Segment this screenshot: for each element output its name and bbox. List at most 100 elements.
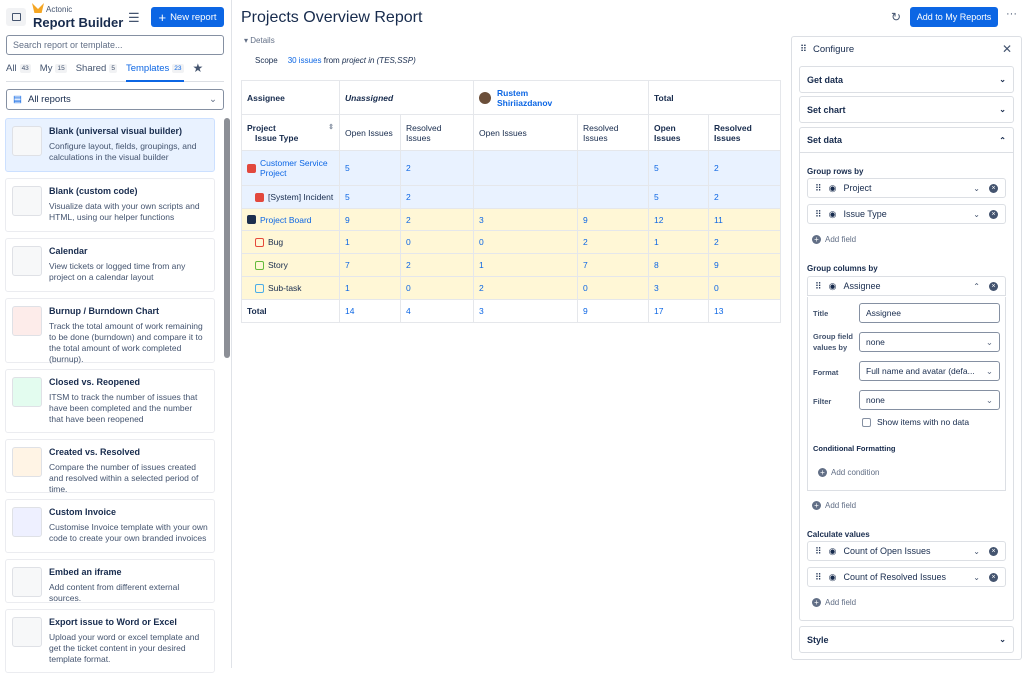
total-cell[interactable]: 14 [339,299,401,323]
value-cell[interactable]: 2 [708,230,781,254]
value-cell[interactable]: 7 [339,253,401,277]
value-cell[interactable]: 5 [339,185,401,209]
chevron-up-icon: ⌃ [973,281,980,291]
sidebar-toggle-button[interactable] [6,8,26,26]
issue-type-label: Story [268,259,288,270]
value-cell[interactable]: 0 [473,230,578,254]
issues-link[interactable]: 30 issues [287,56,322,65]
drag-handle-icon[interactable]: ⠿ [800,44,807,55]
total-cell[interactable]: 3 [473,299,578,323]
format-select[interactable]: Full name and avatar (defa... ⌄ [859,361,1000,381]
value-cell[interactable]: 3 [473,208,578,231]
value-cell[interactable]: 5 [648,150,709,186]
calc-field[interactable]: ⠿ ◉ Count of Resolved Issues ⌄ × [807,567,1006,587]
list-icon: ▤ [13,94,22,105]
actonic-logo [32,3,44,13]
incident-icon [255,193,264,203]
value-cell[interactable]: 1 [339,230,401,254]
value-cell[interactable]: 2 [400,185,474,209]
scope: Scope 30 issues from project in (TES,SSP) [255,56,416,65]
calc-field[interactable]: ⠿ ◉ Count of Open Issues ⌄ × [807,541,1006,561]
value-cell[interactable]: 9 [339,208,401,231]
value-cell[interactable]: 0 [577,276,649,300]
group-row-field[interactable]: ⠿ ◉ Project ⌄ × [807,178,1006,198]
value-cell[interactable]: 2 [400,253,474,277]
value-cell[interactable]: 1 [648,230,709,254]
total-cell[interactable]: 17 [648,299,709,323]
template-card[interactable]: Custom Invoice Customise Invoice template… [5,499,215,553]
template-card[interactable]: Blank (custom code) Visualize data with y… [5,178,215,232]
tab-shared[interactable]: Shared 5 [75,63,117,74]
value-cell[interactable]: 1 [339,276,401,300]
add-field-button[interactable]: + Add field [812,501,856,510]
value-cell[interactable]: 2 [400,150,474,186]
section-style[interactable]: Style ⌄ [799,626,1014,653]
value-cell[interactable]: 2 [708,150,781,186]
star-icon[interactable]: ★ [192,61,204,75]
total-cell[interactable]: 4 [400,299,474,323]
section-set-chart[interactable]: Set chart ⌄ [799,96,1014,123]
value-cell[interactable]: 9 [708,253,781,277]
refresh-icon[interactable]: ↻ [891,10,902,24]
tab-all[interactable]: All 43 [6,63,31,74]
project-link[interactable]: Project Board [260,214,312,225]
value-cell[interactable]: 9 [577,208,649,231]
value-cell[interactable]: 0 [708,276,781,300]
menu-icon[interactable]: ☰ [128,10,140,25]
value-cell[interactable]: 3 [648,276,709,300]
value-cell[interactable]: 2 [400,208,474,231]
template-card[interactable]: Calendar View tickets or logged time from… [5,238,215,292]
chevron-down-icon: ⌄ [973,209,980,219]
chevron-down-icon: ⌄ [209,94,217,105]
value-cell[interactable]: 12 [648,208,709,231]
value-cell[interactable]: 1 [473,253,578,277]
template-card[interactable]: Created vs. Resolved Compare the number o… [5,439,215,494]
remove-icon: × [989,572,998,582]
scrollbar[interactable] [224,118,230,358]
value-cell[interactable]: 2 [577,230,649,254]
project-icon [247,215,256,225]
chevron-up-icon: ⌃ [999,135,1006,145]
tab-my[interactable]: My 15 [39,63,67,74]
template-card[interactable]: Closed vs. Reopened ITSM to track the num… [5,369,215,433]
add-condition-button[interactable]: + Add condition [818,468,879,477]
value-cell[interactable]: 0 [400,230,474,254]
section-get-data[interactable]: Get data ⌄ [799,66,1014,93]
eye-icon: ◉ [828,280,837,291]
report-filter-select[interactable]: ▤ All reports ⌄ [6,89,224,110]
value-cell[interactable]: 0 [400,276,474,300]
value-cell[interactable]: 11 [708,208,781,231]
add-to-my-reports-button[interactable]: Add to My Reports [910,7,998,27]
template-card[interactable]: Export issue to Word or Excel Upload your… [5,609,215,673]
details-toggle[interactable]: ▾ Details [244,36,275,45]
sort-header[interactable]: Project ⇕ Issue Type [241,114,340,151]
new-report-button[interactable]: + New report [151,7,224,27]
filter-select[interactable]: none ⌄ [859,390,1000,410]
more-icon[interactable]: ··· [1006,8,1017,20]
total-cell[interactable]: 13 [708,299,781,323]
chevron-down-icon: ⌄ [999,75,1006,84]
group-column-field[interactable]: ⠿ ◉ Assignee ⌃ × [807,276,1006,296]
group-values-select[interactable]: none ⌄ [859,332,1000,352]
template-card[interactable]: Embed an iframe Add content from differen… [5,559,215,603]
value-cell[interactable]: 7 [577,253,649,277]
show-empty-checkbox[interactable]: Show items with no data [862,417,969,427]
project-link[interactable]: Customer Service Project [260,158,328,178]
total-cell[interactable]: 9 [577,299,649,323]
group-row-field[interactable]: ⠿ ◉ Issue Type ⌄ × [807,204,1006,224]
value-cell[interactable]: 2 [473,276,578,300]
template-card[interactable]: Burnup / Burndown Chart Track the total a… [5,298,215,364]
add-field-button[interactable]: + Add field [812,598,856,607]
value-cell[interactable]: 2 [708,185,781,209]
value-cell[interactable]: 8 [648,253,709,277]
value-cell[interactable]: 5 [339,150,401,186]
close-icon[interactable]: ✕ [1002,42,1013,56]
tab-templates[interactable]: Templates 23 [125,63,184,82]
title-input[interactable]: Assignee [859,303,1000,323]
search-input[interactable] [6,35,224,55]
drag-handle-icon: ⠿ [815,182,822,193]
template-card[interactable]: Blank (universal visual builder) Configur… [5,118,215,172]
value-cell[interactable]: 5 [648,185,709,209]
add-field-button[interactable]: + Add field [812,235,856,244]
user-link[interactable]: Rustem Shiriiazdanov [497,87,553,108]
